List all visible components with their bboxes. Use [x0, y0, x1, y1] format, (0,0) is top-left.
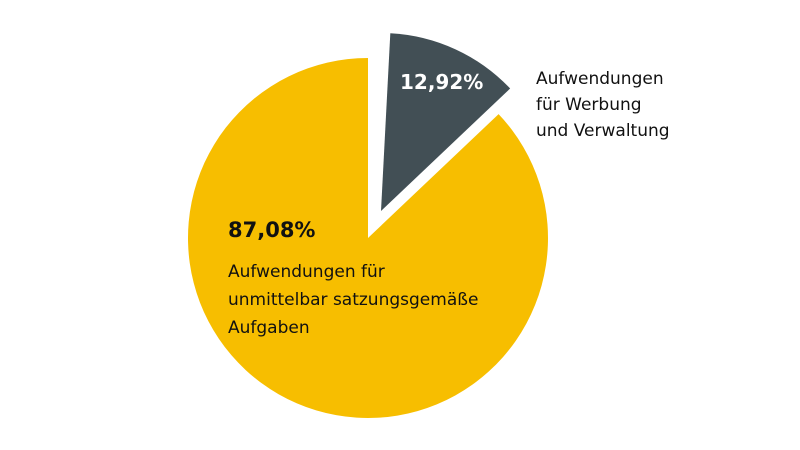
label-line: Aufwendungen: [536, 69, 664, 89]
label-line: für Werbung: [536, 95, 642, 115]
slice-value-label-werbung: 12,92%: [400, 70, 484, 94]
label-line: und Verwaltung: [536, 121, 670, 141]
label-line: Aufgaben: [228, 318, 310, 338]
slice-label-aufgaben: Aufwendungen für unmittelbar satzungsgem…: [228, 258, 528, 342]
pie-slice-1: [187, 58, 548, 418]
label-line: unmittelbar satzungsgemäße: [228, 290, 479, 310]
slice-label-werbung: Aufwendungen für Werbung und Verwaltung: [536, 66, 736, 144]
pie-slice-0: [381, 33, 511, 211]
slice-value-label-aufgaben: 87,08%: [228, 218, 316, 242]
label-line: Aufwendungen für: [228, 262, 385, 282]
